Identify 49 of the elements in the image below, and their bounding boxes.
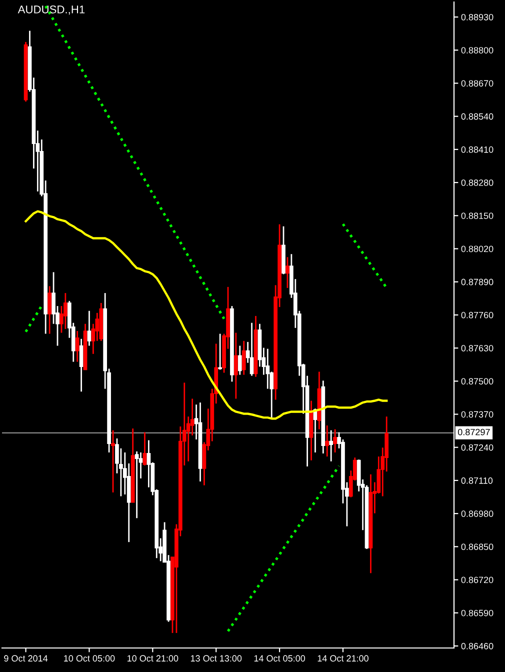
candlestick bbox=[87, 310, 92, 346]
y-tick-label: 0.86590 bbox=[461, 610, 494, 616]
y-tick-label: 0.88540 bbox=[461, 113, 494, 120]
y-tick-label: 0.88800 bbox=[461, 47, 494, 54]
x-tick-label: 13 Oct 13:00 bbox=[190, 655, 242, 662]
y-tick-label: 0.88410 bbox=[461, 146, 494, 153]
candlestick bbox=[64, 292, 68, 330]
y-tick-label: 0.86980 bbox=[461, 510, 494, 517]
y-tick-label: 0.86720 bbox=[461, 576, 494, 584]
y-tick-label: 0.88020 bbox=[461, 246, 494, 252]
line-series bbox=[342, 222, 388, 290]
x-tick-label: 14 Oct 21:00 bbox=[318, 655, 368, 662]
line-series bbox=[226, 464, 340, 632]
candlestick bbox=[134, 450, 139, 519]
candlestick bbox=[142, 432, 147, 466]
candlestick bbox=[333, 428, 337, 454]
y-tick-label: 0.87240 bbox=[461, 444, 494, 451]
x-tick-label: 10 Oct 21:00 bbox=[128, 655, 178, 662]
candlestick bbox=[218, 333, 222, 370]
line-series bbox=[24, 210, 388, 420]
y-tick-label: 0.87630 bbox=[461, 345, 494, 352]
y-tick-label: 0.88670 bbox=[461, 80, 494, 87]
candlestick bbox=[329, 430, 334, 462]
x-tick-label: 10 Oct 05:00 bbox=[64, 655, 115, 662]
y-tick-label: 0.88930 bbox=[461, 14, 494, 20]
y-tick-label: 0.88280 bbox=[461, 180, 494, 186]
y-tick-label: 0.86460 bbox=[461, 642, 494, 650]
candlestick bbox=[111, 430, 115, 494]
candlestick bbox=[234, 332, 238, 400]
y-tick-label: 0.87370 bbox=[461, 411, 494, 418]
candlestick bbox=[250, 322, 254, 376]
candlestick bbox=[48, 285, 52, 334]
line-series bbox=[24, 304, 43, 333]
x-tick-label: 9 Oct 2014 bbox=[4, 655, 48, 662]
candlestick bbox=[325, 424, 330, 458]
candlestick bbox=[238, 345, 242, 376]
y-tick-label: 0.87500 bbox=[461, 378, 494, 385]
candlestick bbox=[242, 340, 246, 376]
y-tick-label: 0.87760 bbox=[461, 312, 494, 318]
y-tick-label: 0.87890 bbox=[461, 278, 494, 286]
candlestick bbox=[75, 330, 80, 362]
ref-line-label: 0.87297 bbox=[458, 428, 490, 436]
y-tick-label: 0.87110 bbox=[461, 477, 493, 484]
x-tick-label: 14 Oct 05:00 bbox=[254, 655, 306, 662]
y-tick-label: 0.88150 bbox=[461, 212, 494, 219]
chart-title: AUDUSD.,H1 bbox=[18, 6, 85, 15]
y-tick-label: 0.86850 bbox=[461, 544, 494, 550]
candlestick bbox=[286, 256, 290, 289]
candlestick bbox=[79, 338, 84, 392]
